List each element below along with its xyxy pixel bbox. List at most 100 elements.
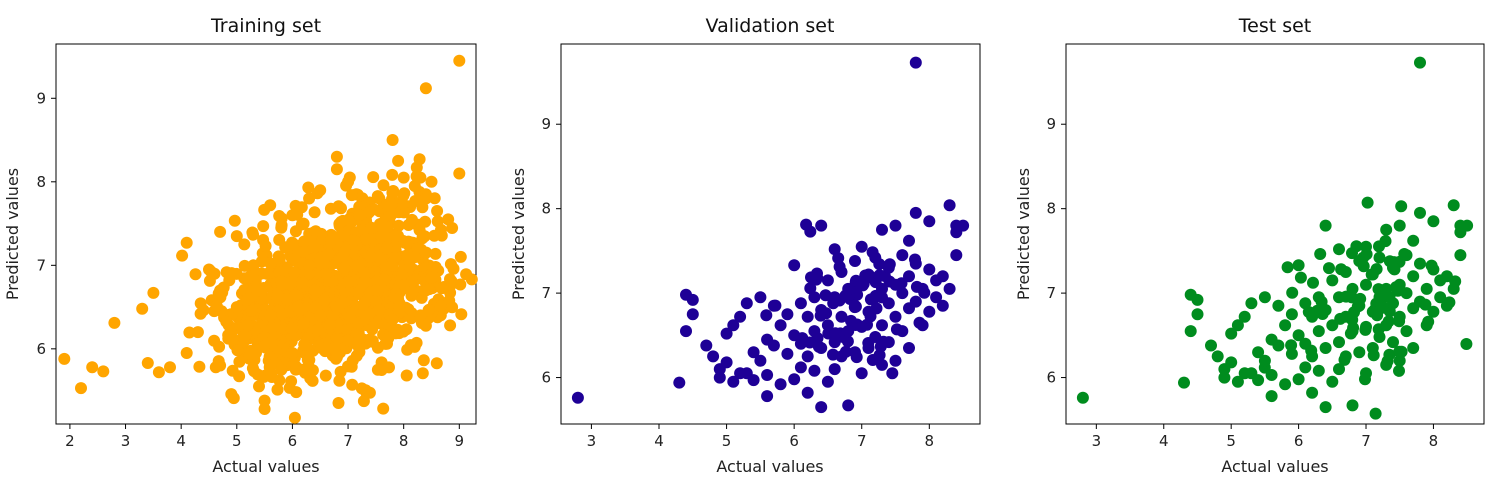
chart-title: Validation set (706, 15, 835, 37)
data-point (397, 171, 410, 184)
data-point (1205, 339, 1217, 352)
data-point (1252, 374, 1265, 387)
data-point (333, 374, 346, 387)
data-point (213, 340, 226, 353)
data-point (363, 307, 376, 320)
data-point (1279, 319, 1292, 332)
data-point (1369, 407, 1382, 420)
data-point (821, 319, 834, 332)
data-point (1333, 336, 1345, 349)
data-point (1211, 350, 1224, 363)
data-point (230, 301, 243, 314)
data-point (794, 297, 807, 310)
data-point (297, 217, 310, 230)
data-point (801, 310, 814, 323)
data-point (353, 200, 366, 213)
data-point (419, 82, 432, 95)
data-point (342, 334, 355, 347)
data-point (398, 187, 411, 200)
data-point (936, 270, 949, 283)
data-point (377, 179, 390, 192)
data-point (288, 411, 301, 424)
data-point (720, 356, 733, 369)
data-point (353, 209, 366, 222)
data-point (297, 245, 310, 258)
data-point (1380, 282, 1393, 295)
y-tick-label: 6 (541, 369, 551, 387)
data-point (1353, 299, 1366, 312)
plot-frame (560, 43, 981, 425)
data-point (1440, 270, 1453, 283)
data-point (571, 391, 584, 404)
data-point (230, 267, 243, 280)
data-point (416, 367, 429, 380)
data-point (303, 192, 316, 205)
data-point (1299, 361, 1312, 374)
data-point (75, 382, 87, 395)
data-point (314, 184, 327, 197)
y-tick-label: 8 (1046, 200, 1056, 218)
data-point (347, 234, 360, 247)
data-point (265, 336, 277, 348)
data-point (1427, 215, 1440, 228)
data-point (251, 285, 264, 297)
data-point (228, 214, 241, 227)
data-point (369, 317, 382, 330)
data-point (373, 304, 386, 317)
data-point (350, 259, 363, 272)
data-point (453, 167, 466, 180)
data-point (882, 336, 895, 349)
chart-title: Training set (210, 15, 321, 37)
data-point (1225, 356, 1238, 369)
data-point (1285, 339, 1298, 352)
data-point (767, 339, 780, 352)
data-point (680, 325, 692, 338)
data-point (849, 346, 861, 359)
data-point (330, 163, 343, 176)
data-point (385, 260, 398, 272)
data-point (1312, 364, 1325, 377)
x-tick-label: 7 (343, 432, 353, 450)
data-point (225, 326, 238, 339)
data-point (1339, 310, 1352, 323)
data-point (1393, 219, 1406, 232)
data-point (855, 278, 868, 291)
data-point (1292, 259, 1305, 272)
data-point (1461, 219, 1474, 232)
data-point (86, 361, 99, 374)
data-point (180, 347, 193, 359)
data-point (275, 275, 288, 288)
data-point (774, 378, 787, 391)
data-point (272, 250, 285, 263)
data-point (407, 339, 420, 352)
data-point (1272, 339, 1285, 352)
data-point (950, 249, 963, 262)
x-tick-label: 9 (455, 432, 465, 450)
data-point (266, 321, 279, 334)
data-point (754, 291, 767, 304)
data-point (889, 219, 902, 232)
data-point (1407, 270, 1420, 283)
data-point (1440, 299, 1453, 312)
data-point (238, 259, 251, 272)
data-point (386, 168, 399, 181)
data-point (108, 316, 121, 329)
scatter-points (1076, 56, 1474, 420)
data-point (386, 313, 399, 326)
data-point (720, 327, 733, 340)
y-tick-label: 8 (541, 200, 551, 218)
data-point (444, 258, 457, 271)
x-tick-label: 8 (925, 432, 935, 450)
data-point (330, 150, 343, 163)
data-point (286, 347, 299, 359)
data-point (389, 250, 402, 263)
data-point (381, 242, 393, 255)
data-point (1353, 346, 1366, 359)
data-point (241, 292, 254, 305)
data-point (338, 262, 351, 274)
data-point (393, 301, 406, 314)
data-point (1427, 263, 1440, 276)
data-point (1076, 391, 1089, 404)
data-point (1326, 319, 1339, 332)
data-point (862, 268, 875, 281)
